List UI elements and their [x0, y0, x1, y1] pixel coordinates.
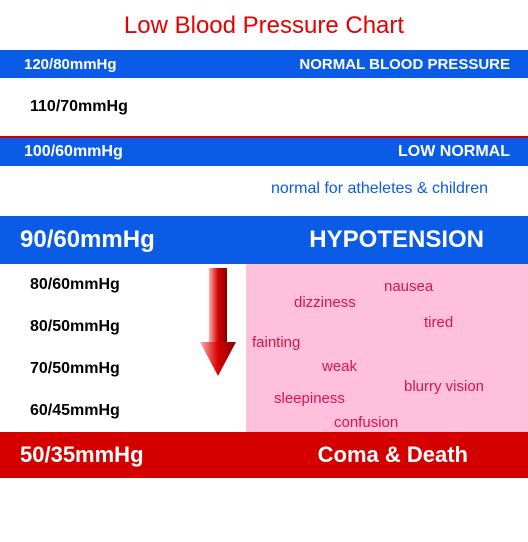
death-band: 50/35mmHg Coma & Death	[0, 432, 528, 478]
symptom-text: nausea	[384, 278, 433, 295]
death-label: Coma & Death	[318, 442, 468, 468]
symptom-text: confusion	[334, 414, 398, 431]
hypotension-band: 90/60mmHg HYPOTENSION	[0, 216, 528, 264]
bp-value: 80/50mmHg	[30, 318, 246, 336]
row-110: 110/70mmHg	[0, 78, 528, 136]
symptom-text: fainting	[252, 334, 300, 351]
symptom-text: tired	[424, 314, 453, 331]
symptom-text: sleepiness	[274, 390, 345, 407]
symptom-text: weak	[322, 358, 357, 375]
lownormal-band: 100/60mmHg LOW NORMAL	[0, 138, 528, 166]
hypotension-label: HYPOTENSION	[309, 226, 484, 254]
symptoms-panel: nausea dizziness tired fainting weak blurry v…	[246, 264, 528, 432]
normal-band: 120/80mmHg NORMAL BLOOD PRESSURE	[0, 50, 528, 78]
bp-value: 70/50mmHg	[30, 360, 246, 378]
lownormal-value: 100/60mmHg	[24, 143, 123, 161]
athletes-note: normal for atheletes & children	[0, 166, 528, 216]
normal-label: NORMAL BLOOD PRESSURE	[299, 56, 510, 73]
symptom-text: dizziness	[294, 294, 356, 311]
normal-value: 120/80mmHg	[24, 56, 117, 73]
mid-left-column: 80/60mmHg 80/50mmHg 70/50mmHg 60/45mmHg	[0, 264, 246, 432]
chart-title: Low Blood Pressure Chart	[0, 0, 528, 50]
bp-value: 60/45mmHg	[30, 402, 246, 420]
mid-section: 80/60mmHg 80/50mmHg 70/50mmHg 60/45mmHg …	[0, 264, 528, 432]
death-value: 50/35mmHg	[20, 442, 144, 468]
lownormal-label: LOW NORMAL	[398, 143, 510, 161]
symptom-text: blurry vision	[404, 378, 484, 395]
bp-value: 80/60mmHg	[30, 276, 246, 294]
hypotension-value: 90/60mmHg	[20, 226, 155, 254]
